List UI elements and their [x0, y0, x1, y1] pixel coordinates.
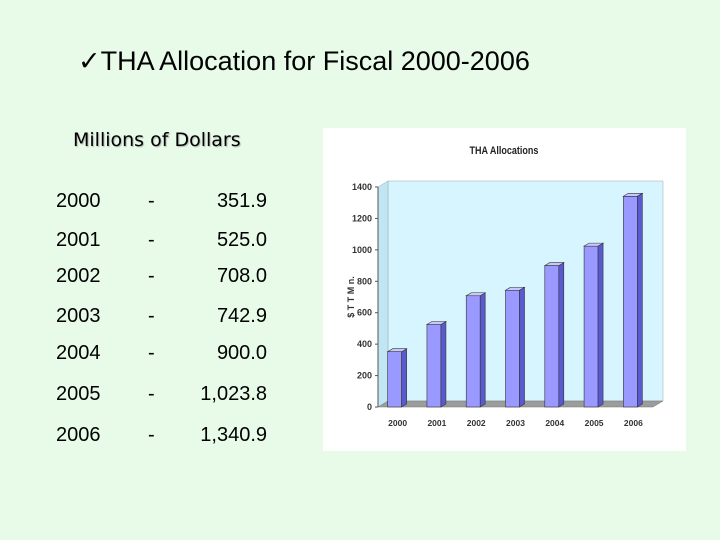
x-tick-label: 2001	[427, 418, 446, 428]
list-item-value: 742.9	[216, 305, 267, 327]
list-item-value: 351.9	[216, 190, 267, 212]
list-item-dash: -	[148, 190, 155, 212]
bar-top	[582, 242, 605, 247]
bar	[544, 265, 560, 408]
list-item-year: 2002	[56, 265, 101, 287]
bar-top	[425, 321, 448, 325]
x-tick-label: 2004	[545, 418, 564, 428]
list-item-year: 2004	[56, 342, 101, 364]
list-item-dash: -	[148, 265, 155, 287]
bar	[465, 295, 481, 408]
bar-side	[479, 292, 486, 408]
bar-side	[440, 320, 447, 408]
y-tick-label: 1200	[352, 213, 372, 223]
y-tick-label: 400	[357, 339, 372, 349]
list-item-dash: -	[148, 342, 155, 364]
bar-side	[637, 192, 643, 408]
y-tick-label: 800	[357, 276, 372, 286]
x-tick-label: 2002	[467, 418, 486, 428]
chart-side-wall	[377, 180, 389, 408]
slide-title-text: THA Allocation for Fiscal 2000-2006	[100, 46, 530, 76]
bar-top	[465, 292, 487, 297]
bar	[583, 245, 599, 408]
y-tick-label: 200	[357, 371, 372, 381]
bar-side	[519, 286, 525, 408]
chart-panel: THA Allocations 0 200 400 600 800 1000 1200 140…	[323, 128, 686, 451]
x-tick-label: 2005	[585, 418, 604, 428]
list-item-value: 900.0	[216, 342, 267, 364]
bar-top	[543, 262, 565, 266]
list-item-year: 2006	[56, 424, 101, 446]
x-tick-label: 2000	[388, 418, 407, 428]
list-item-year: 2000	[56, 190, 101, 212]
bar	[426, 324, 442, 408]
list-item-value: 1,023.8	[200, 383, 267, 405]
list-item-year: 2001	[56, 229, 101, 251]
list-item-value: 525.0	[216, 229, 267, 251]
bar	[623, 195, 638, 408]
slide-title: ✓THA Allocation for Fiscal 2000-2006	[78, 46, 530, 77]
list-item-dash: -	[148, 424, 155, 446]
bar	[387, 351, 402, 408]
plot-area: 0 200 400 600 800 1000 1200 1400 $ T T M n. 2000 2…	[346, 180, 664, 428]
bar-top	[504, 286, 526, 291]
y-tick-label: 0	[367, 402, 372, 412]
x-tick-label: 2003	[506, 418, 525, 428]
y-axis-label: $ T T M n.	[346, 276, 356, 318]
list-item-dash: -	[148, 383, 155, 405]
bar	[505, 289, 520, 408]
bar-side	[558, 262, 565, 408]
y-tick-label: 1400	[352, 182, 372, 192]
list-item-value: 708.0	[216, 265, 267, 287]
list-item-dash: -	[148, 305, 155, 327]
list-item-year: 2003	[56, 305, 101, 327]
bar-chart: THA Allocations 0 200 400 600 800 1000 1200 140…	[346, 145, 664, 428]
checkmark-icon: ✓	[78, 46, 101, 76]
table-subtitle: Millions of Dollars	[73, 129, 241, 151]
x-tick-label: 2006	[624, 418, 643, 428]
bar-top	[622, 192, 644, 197]
list-item-dash: -	[148, 229, 155, 251]
chart-title: THA Allocations	[470, 145, 539, 157]
y-tick-label: 600	[357, 308, 372, 318]
list-item-value: 1,340.9	[200, 424, 267, 446]
y-tick-label: 1000	[352, 245, 372, 255]
bar-side	[597, 242, 604, 408]
list-item-year: 2005	[56, 383, 101, 405]
bar-top	[386, 348, 408, 353]
bar-side	[401, 348, 407, 408]
